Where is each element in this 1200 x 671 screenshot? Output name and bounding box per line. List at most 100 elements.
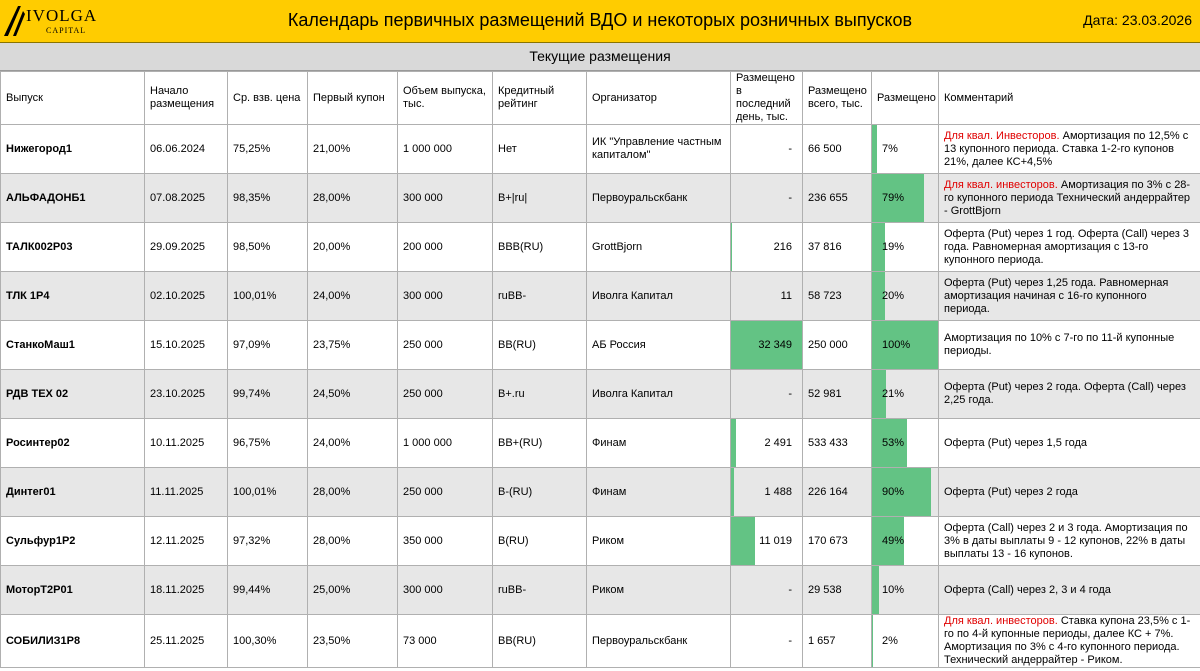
col-start: Начало размещения xyxy=(144,71,228,125)
last-day-bar xyxy=(731,517,756,565)
credit-rating: ruBB- xyxy=(492,271,587,321)
start-date: 23.10.2025 xyxy=(144,369,228,419)
placed-percent-value: 90% xyxy=(882,485,905,498)
placed-total: 236 655 xyxy=(802,173,872,223)
issue-name: АЛЬФАДОНБ1 xyxy=(0,173,145,223)
issue-name: МоторТ2Р01 xyxy=(0,565,145,615)
last-day-bar xyxy=(731,321,802,369)
placed-percent-value: 100% xyxy=(882,338,911,351)
placed-total: 1 657 xyxy=(802,614,872,668)
start-date: 18.11.2025 xyxy=(144,565,228,615)
placed-last-day-value: 1 488 xyxy=(764,485,792,498)
issue-name: Нижегород1 xyxy=(0,124,145,174)
placed-last-day-value: - xyxy=(788,387,792,400)
issue-name: РДВ ТЕХ 02 xyxy=(0,369,145,419)
placed-last-day: 11 xyxy=(730,271,803,321)
issue-name: Динтег01 xyxy=(0,467,145,517)
placed-last-day: 1 488 xyxy=(730,467,803,517)
table-row: СОБИЛИЗ1Р8 25.11.2025 100,30% 23,50% 73 000 B… xyxy=(0,614,1200,668)
issue-name: Росинтер02 xyxy=(0,418,145,468)
placed-bar xyxy=(872,272,886,320)
placed-last-day: - xyxy=(730,124,803,174)
table-row: МоторТ2Р01 18.11.2025 99,44% 25,00% 300 000 r… xyxy=(0,565,1200,615)
placed-total: 250 000 xyxy=(802,320,872,370)
comment-text: Ставка купона 23,5% с 1-го по 4-й купонн… xyxy=(944,615,1191,667)
avg-price: 75,25% xyxy=(227,124,308,174)
issue-volume: 1 000 000 xyxy=(397,418,493,468)
placed-total: 66 500 xyxy=(802,124,872,174)
credit-rating: B+.ru xyxy=(492,369,587,419)
placed-bar xyxy=(872,419,907,467)
placed-last-day-value: - xyxy=(788,634,792,647)
placed-percent: 79% xyxy=(871,173,939,223)
organizer: Риком xyxy=(586,565,731,615)
start-date: 02.10.2025 xyxy=(144,271,228,321)
placed-last-day: 11 019 xyxy=(730,516,803,566)
start-date: 15.10.2025 xyxy=(144,320,228,370)
organizer: Риком xyxy=(586,516,731,566)
avg-price: 100,30% xyxy=(227,614,308,668)
placed-bar xyxy=(872,125,877,173)
placed-last-day: - xyxy=(730,565,803,615)
table-row: Нижегород1 06.06.2024 75,25% 21,00% 1 000 00… xyxy=(0,124,1200,174)
date-label: Дата: xyxy=(1083,12,1119,28)
placed-last-day-value: - xyxy=(788,191,792,204)
placed-total: 170 673 xyxy=(802,516,872,566)
start-date: 07.08.2025 xyxy=(144,173,228,223)
comment: Оферта (Put) через 1,5 года xyxy=(938,418,1200,468)
comment: Оферта (Call) через 2, 3 и 4 года xyxy=(938,565,1200,615)
comment: Амортизация по 10% с 7-го по 11-й купонн… xyxy=(938,320,1200,370)
first-coupon: 28,00% xyxy=(307,516,398,566)
comment: Оферта (Call) через 2 и 3 года. Амортиза… xyxy=(938,516,1200,566)
credit-rating: BB(RU) xyxy=(492,614,587,668)
placed-percent-value: 53% xyxy=(882,436,905,449)
placed-bar xyxy=(872,566,879,614)
first-coupon: 23,50% xyxy=(307,614,398,668)
avg-price: 98,50% xyxy=(227,222,308,272)
placed-last-day-value: - xyxy=(788,142,792,155)
placed-last-day-value: 32 349 xyxy=(758,338,792,351)
credit-rating: B(RU) xyxy=(492,516,587,566)
start-date: 11.11.2025 xyxy=(144,467,228,517)
organizer: Первоуральскбанк xyxy=(586,173,731,223)
table-row: ТАЛК002Р03 29.09.2025 98,50% 20,00% 200 000 B… xyxy=(0,222,1200,272)
placed-bar xyxy=(872,615,874,667)
comment: Для квал. инвесторов. Амортизация по 3% … xyxy=(938,173,1200,223)
placed-percent-value: 20% xyxy=(882,289,905,302)
page-title: Календарь первичных размещений ВДО и нек… xyxy=(287,10,913,30)
comment: Для квал. инвесторов. Ставка купона 23,5… xyxy=(938,614,1200,668)
comment: Оферта (Put) через 2 года. Оферта (Call)… xyxy=(938,369,1200,419)
section-title: Текущие размещения xyxy=(0,43,1200,71)
col-placed: Размещено xyxy=(871,71,939,125)
issue-volume: 73 000 xyxy=(397,614,493,668)
first-coupon: 20,00% xyxy=(307,222,398,272)
issue-volume: 250 000 xyxy=(397,320,493,370)
issue-volume: 300 000 xyxy=(397,565,493,615)
placed-total: 226 164 xyxy=(802,467,872,517)
last-day-bar xyxy=(731,468,735,516)
first-coupon: 25,00% xyxy=(307,565,398,615)
date-value: 23.03.2026 xyxy=(1121,12,1192,28)
issue-volume: 300 000 xyxy=(397,173,493,223)
col-rating: Кредитный рейтинг xyxy=(492,71,587,125)
placed-last-day-value: 11 xyxy=(780,289,792,302)
issue-volume: 350 000 xyxy=(397,516,493,566)
credit-rating: BBB(RU) xyxy=(492,222,587,272)
credit-rating: BB(RU) xyxy=(492,320,587,370)
placed-percent: 2% xyxy=(871,614,939,668)
organizer: АБ Россия xyxy=(586,320,731,370)
start-date: 10.11.2025 xyxy=(144,418,228,468)
issue-volume: 200 000 xyxy=(397,222,493,272)
first-coupon: 24,00% xyxy=(307,418,398,468)
placed-percent-value: 10% xyxy=(882,583,905,596)
table-row: АЛЬФАДОНБ1 07.08.2025 98,35% 28,00% 300 000 B… xyxy=(0,173,1200,223)
placed-bar xyxy=(872,174,925,222)
placed-last-day-value: 216 xyxy=(773,240,792,253)
placed-percent: 90% xyxy=(871,467,939,517)
table-row: Сульфур1Р2 12.11.2025 97,32% 28,00% 350 000 B… xyxy=(0,516,1200,566)
logo-name: IVOLGA xyxy=(26,6,98,25)
credit-rating: BB+(RU) xyxy=(492,418,587,468)
organizer: Иволга Капитал xyxy=(586,271,731,321)
avg-price: 96,75% xyxy=(227,418,308,468)
organizer: GrottBjorn xyxy=(586,222,731,272)
